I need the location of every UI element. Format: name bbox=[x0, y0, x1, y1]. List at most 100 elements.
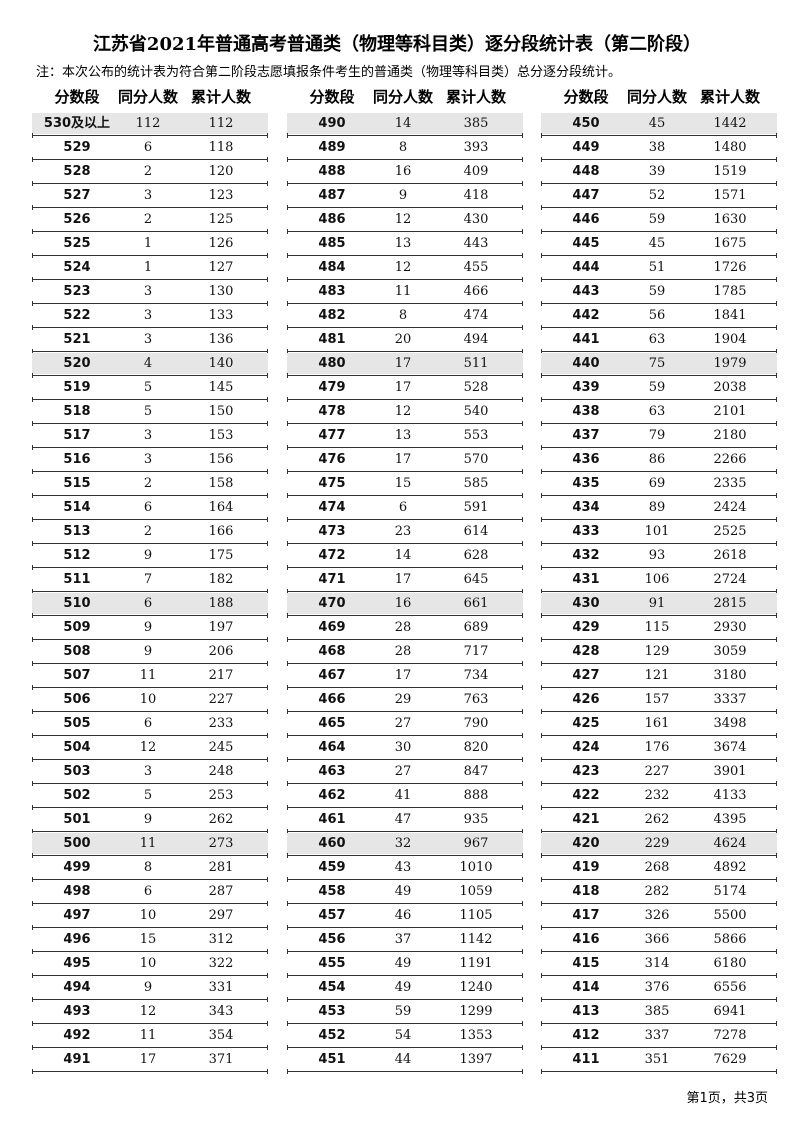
row-separator bbox=[287, 615, 523, 616]
score-cell: 529 bbox=[63, 140, 91, 155]
count-cell: 232 bbox=[644, 788, 670, 803]
row-separator bbox=[32, 327, 268, 328]
cumulative-cell: 393 bbox=[463, 140, 489, 155]
count-cell: 12 bbox=[394, 404, 412, 419]
count-cell: 129 bbox=[644, 644, 670, 659]
separator-tick bbox=[267, 781, 268, 786]
row-separator bbox=[541, 759, 777, 760]
column-header: 同分人数 bbox=[372, 88, 433, 106]
separator-tick bbox=[541, 541, 542, 546]
cumulative-cell: 136 bbox=[208, 332, 234, 347]
score-cell: 475 bbox=[318, 476, 346, 491]
score-cell: 509 bbox=[63, 620, 91, 635]
row-separator bbox=[541, 159, 777, 160]
count-cell: 6 bbox=[398, 500, 408, 515]
cumulative-cell: 217 bbox=[208, 668, 234, 683]
row-separator bbox=[541, 375, 777, 376]
count-cell: 17 bbox=[139, 1052, 157, 1067]
count-cell: 3 bbox=[143, 308, 153, 323]
separator-tick bbox=[541, 349, 542, 354]
separator-tick bbox=[776, 445, 777, 450]
separator-tick bbox=[776, 565, 777, 570]
count-cell: 17 bbox=[394, 452, 412, 467]
separator-tick bbox=[776, 421, 777, 426]
separator-tick bbox=[267, 517, 268, 522]
row-separator bbox=[541, 303, 777, 304]
separator-tick bbox=[32, 373, 33, 378]
separator-tick bbox=[32, 781, 33, 786]
separator-tick bbox=[522, 445, 523, 450]
count-cell: 93 bbox=[648, 548, 666, 563]
separator-tick bbox=[522, 517, 523, 522]
cumulative-cell: 3498 bbox=[713, 716, 747, 731]
cumulative-cell: 182 bbox=[208, 572, 234, 587]
row-separator bbox=[287, 135, 523, 136]
score-cell: 488 bbox=[318, 164, 346, 179]
row-separator bbox=[287, 567, 523, 568]
separator-tick bbox=[776, 205, 777, 210]
cumulative-cell: 1979 bbox=[713, 356, 747, 371]
cumulative-cell: 3674 bbox=[713, 740, 747, 755]
count-cell: 9 bbox=[143, 980, 153, 995]
row-separator bbox=[32, 1023, 268, 1024]
row-separator bbox=[287, 1071, 523, 1072]
score-cell: 487 bbox=[318, 188, 346, 203]
cumulative-cell: 455 bbox=[463, 260, 489, 275]
count-cell: 8 bbox=[143, 860, 153, 875]
separator-tick bbox=[32, 277, 33, 282]
separator-tick bbox=[287, 157, 288, 162]
row-separator bbox=[32, 711, 268, 712]
row-separator bbox=[32, 855, 268, 856]
score-cell: 480 bbox=[318, 356, 346, 371]
score-cell: 458 bbox=[318, 884, 346, 899]
count-cell: 69 bbox=[648, 476, 666, 491]
row-separator bbox=[32, 903, 268, 904]
count-cell: 59 bbox=[648, 380, 666, 395]
count-cell: 6 bbox=[143, 716, 153, 731]
row-separator bbox=[32, 303, 268, 304]
row-separator bbox=[32, 471, 268, 472]
separator-tick bbox=[541, 1045, 542, 1050]
row-separator bbox=[287, 399, 523, 400]
score-cell: 451 bbox=[318, 1052, 346, 1067]
row-separator bbox=[287, 423, 523, 424]
count-cell: 13 bbox=[394, 236, 412, 251]
score-cell: 465 bbox=[318, 716, 346, 731]
column-header: 分数段 bbox=[54, 88, 100, 106]
count-cell: 351 bbox=[644, 1052, 670, 1067]
separator-tick bbox=[522, 1021, 523, 1026]
separator-tick bbox=[287, 877, 288, 882]
separator-tick bbox=[541, 973, 542, 978]
row-separator bbox=[541, 855, 777, 856]
separator-tick bbox=[287, 853, 288, 858]
separator-tick bbox=[776, 229, 777, 234]
row-separator bbox=[541, 1071, 777, 1072]
column-header: 累计人数 bbox=[445, 88, 506, 106]
count-cell: 10 bbox=[139, 908, 157, 923]
count-cell: 43 bbox=[394, 860, 412, 875]
count-cell: 314 bbox=[644, 956, 670, 971]
separator-tick bbox=[541, 637, 542, 642]
cumulative-cell: 145 bbox=[208, 380, 234, 395]
separator-tick bbox=[522, 181, 523, 186]
separator-tick bbox=[287, 757, 288, 762]
score-cell: 503 bbox=[63, 764, 91, 779]
cumulative-cell: 371 bbox=[208, 1052, 234, 1067]
separator-tick bbox=[287, 229, 288, 234]
row-separator bbox=[287, 495, 523, 496]
count-cell: 41 bbox=[394, 788, 412, 803]
separator-tick bbox=[541, 781, 542, 786]
row-separator bbox=[32, 567, 268, 568]
cumulative-cell: 585 bbox=[463, 476, 489, 491]
row-separator bbox=[541, 279, 777, 280]
row-separator bbox=[541, 927, 777, 928]
separator-tick bbox=[522, 925, 523, 930]
column-header: 同分人数 bbox=[626, 88, 687, 106]
separator-tick bbox=[776, 157, 777, 162]
score-cell: 515 bbox=[63, 476, 91, 491]
separator-tick bbox=[287, 373, 288, 378]
cumulative-cell: 127 bbox=[208, 260, 234, 275]
score-cell: 437 bbox=[572, 428, 600, 443]
score-cell: 504 bbox=[63, 740, 91, 755]
row-separator bbox=[541, 495, 777, 496]
